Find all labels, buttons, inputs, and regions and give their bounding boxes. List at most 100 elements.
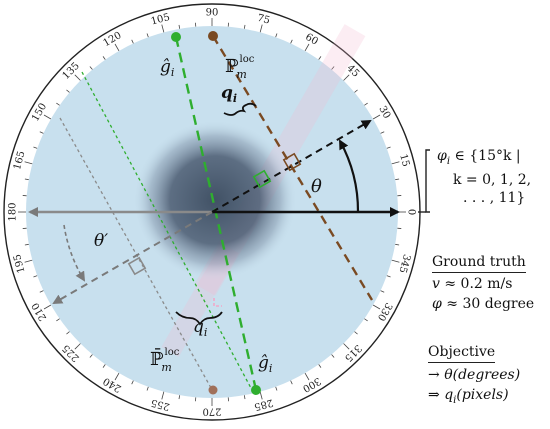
green-line-dot-bottom (251, 385, 261, 395)
ring-tick-label: 60 (303, 32, 320, 48)
q-top-label: qi (221, 83, 237, 105)
ring-tick (56, 318, 60, 322)
ring-tick (131, 380, 134, 385)
green-dashed-line (174, 36, 258, 391)
ring-tick (24, 161, 33, 165)
ring-tick (43, 304, 52, 310)
ring-tick (372, 114, 381, 120)
right-angle-brown (282, 152, 302, 172)
phi-bracket (425, 149, 430, 213)
g-bottom-label: ĝi (258, 353, 272, 375)
ring-tick (380, 131, 385, 134)
q-bottom-label: qi (193, 317, 207, 339)
phi-set-rest: ∈ {15°k | (450, 148, 521, 164)
ring-tick (364, 102, 368, 106)
theta-prime-label: θ′ (94, 231, 108, 251)
ring-tick-label: 180 (8, 202, 19, 221)
p-bottom-label: ℙ̄loc m (150, 347, 180, 374)
ring-tick-label: 90 (206, 8, 219, 19)
ring-tick (243, 24, 246, 29)
ring-tick (243, 395, 246, 400)
right-angle-green (252, 169, 272, 189)
brown-line-dot (208, 31, 218, 41)
ring-tick (102, 56, 106, 60)
ring-tick (178, 395, 181, 400)
ground-truth-title: Ground truth (432, 253, 526, 273)
ring-tick (89, 354, 93, 358)
ring-tick (74, 343, 81, 350)
ring-tick (304, 372, 310, 381)
ring-tick (66, 89, 70, 93)
objective-block: Objective → θ(degrees) ⇒ qi(pixels) (428, 343, 548, 410)
ring-tick (161, 24, 165, 33)
ring-tick-label: 285 (253, 396, 274, 412)
ring-tick (380, 290, 385, 293)
phi-set-line2: k = 0, 1, 2, (453, 171, 532, 188)
ring-tick (364, 318, 368, 322)
ring-tick (395, 178, 400, 181)
ring-tick-label: 75 (256, 13, 271, 27)
ring-ticks (18, 18, 406, 406)
phi-set-line1: φi ∈ {15°k | (437, 147, 549, 171)
pink-corner-mark (213, 298, 222, 307)
gray-dotted-line (59, 117, 216, 396)
phi-set-block: φi ∈ {15°k | k = 0, 1, 2, . . . , 11} (437, 147, 549, 207)
ring-tick-label: 345 (396, 253, 412, 274)
q-top-brace (223, 102, 257, 116)
ring-tick (114, 372, 120, 381)
ring-tick-label: 255 (150, 396, 171, 412)
theta-prime-arc (63, 224, 86, 282)
ring-tick (114, 43, 120, 52)
green-dotted-line (81, 71, 253, 391)
phi-set-line3: . . . , 11} (463, 189, 526, 206)
ring-tick (354, 89, 358, 93)
ring-tick (275, 33, 278, 38)
objective-title: Objective (428, 343, 496, 363)
ring-tick (66, 331, 70, 335)
ring-tick (89, 66, 93, 70)
ring-tick (354, 331, 358, 335)
direction-arrow (211, 120, 372, 213)
phi-sub: i (446, 155, 451, 167)
ring-tick (102, 364, 106, 368)
ring-tick (178, 24, 181, 29)
ring-tick (146, 386, 149, 391)
ground-truth-phi: φ ≈ 30 degree (432, 296, 535, 312)
q-bottom-brace (175, 311, 223, 326)
reverse-direction-arrow (52, 211, 213, 304)
ring-tick (131, 39, 134, 44)
ring-tick (146, 33, 149, 38)
ring-tick-label: 15 (397, 153, 411, 168)
ring-tick (24, 178, 29, 181)
ring-tick (259, 24, 263, 33)
ring-tick (33, 146, 38, 149)
objective-line1: → θ(degrees) (428, 367, 521, 383)
ring-tick (372, 304, 381, 310)
ring-tick (331, 354, 335, 358)
ring-tick (290, 39, 293, 44)
ground-truth-v: v ≈ 0.2 m/s (432, 276, 513, 292)
ring-tick (290, 380, 293, 385)
ring-tick (39, 131, 44, 134)
ring-tick (343, 74, 350, 81)
ring-tick (259, 391, 263, 400)
green-line-dot-top (171, 32, 181, 42)
theta-arc (339, 139, 360, 213)
ring-tick (395, 243, 400, 246)
ring-tick (39, 290, 44, 293)
ring-tick (343, 343, 350, 350)
theta-label: θ (311, 176, 322, 197)
ring-tick (318, 56, 322, 60)
ring-tick (391, 259, 400, 263)
ring-tick (275, 386, 278, 391)
ring-tick-label: 0 (406, 209, 417, 215)
ring-tick (43, 114, 52, 120)
ring-tick-label: 105 (150, 12, 171, 28)
ring-tick-label: 165 (12, 150, 28, 171)
ring-tick (304, 43, 310, 52)
ring-tick-label: 270 (202, 406, 221, 417)
ring-tick-label: 195 (12, 253, 28, 274)
right-angle-gray (127, 256, 147, 276)
ring-tick (24, 259, 33, 263)
